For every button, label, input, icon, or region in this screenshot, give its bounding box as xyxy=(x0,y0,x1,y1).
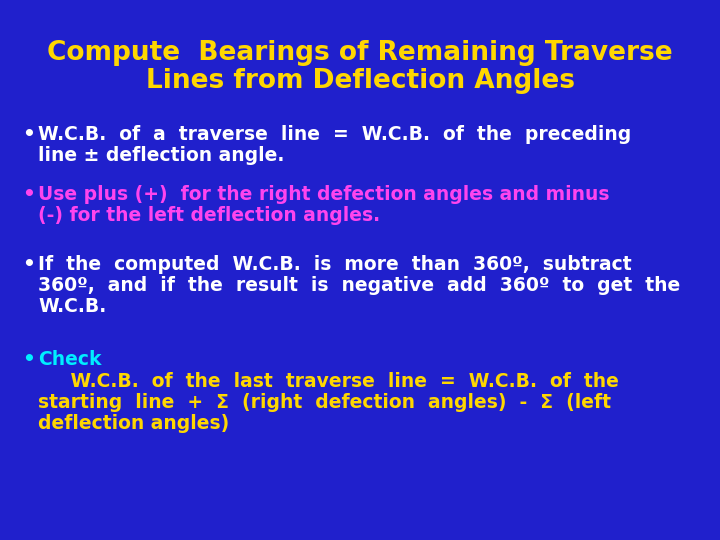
Text: If  the  computed  W.C.B.  is  more  than  360º,  subtract: If the computed W.C.B. is more than 360º… xyxy=(38,255,631,274)
Text: •: • xyxy=(22,125,35,144)
Text: •: • xyxy=(22,255,35,274)
Text: Check: Check xyxy=(38,350,102,369)
Text: 360º,  and  if  the  result  is  negative  add  360º  to  get  the: 360º, and if the result is negative add … xyxy=(38,276,680,295)
Text: •: • xyxy=(22,350,35,369)
Text: line ± deflection angle.: line ± deflection angle. xyxy=(38,146,284,165)
Text: Use plus (+)  for the right defection angles and minus: Use plus (+) for the right defection ang… xyxy=(38,185,610,204)
Text: •: • xyxy=(22,185,35,204)
Text: deflection angles): deflection angles) xyxy=(38,414,229,433)
Text: Lines from Deflection Angles: Lines from Deflection Angles xyxy=(145,68,575,94)
Text: W.C.B.  of  the  last  traverse  line  =  W.C.B.  of  the: W.C.B. of the last traverse line = W.C.B… xyxy=(38,372,619,391)
Text: Compute  Bearings of Remaining Traverse: Compute Bearings of Remaining Traverse xyxy=(48,40,672,66)
Text: W.C.B.  of  a  traverse  line  =  W.C.B.  of  the  preceding: W.C.B. of a traverse line = W.C.B. of th… xyxy=(38,125,631,144)
Text: (-) for the left deflection angles.: (-) for the left deflection angles. xyxy=(38,206,380,225)
Text: W.C.B.: W.C.B. xyxy=(38,297,107,316)
Text: starting  line  +  Σ  (right  defection  angles)  -  Σ  (left: starting line + Σ (right defection angle… xyxy=(38,393,611,412)
